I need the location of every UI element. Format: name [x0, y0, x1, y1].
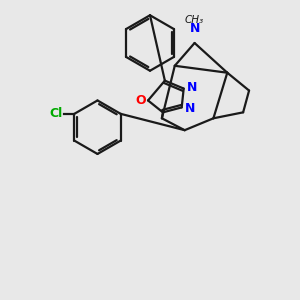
- Text: N: N: [184, 102, 195, 115]
- Text: N: N: [186, 81, 197, 94]
- Text: CH₃: CH₃: [185, 15, 204, 25]
- Text: Cl: Cl: [50, 107, 63, 120]
- Text: O: O: [136, 94, 146, 107]
- Text: N: N: [189, 22, 200, 35]
